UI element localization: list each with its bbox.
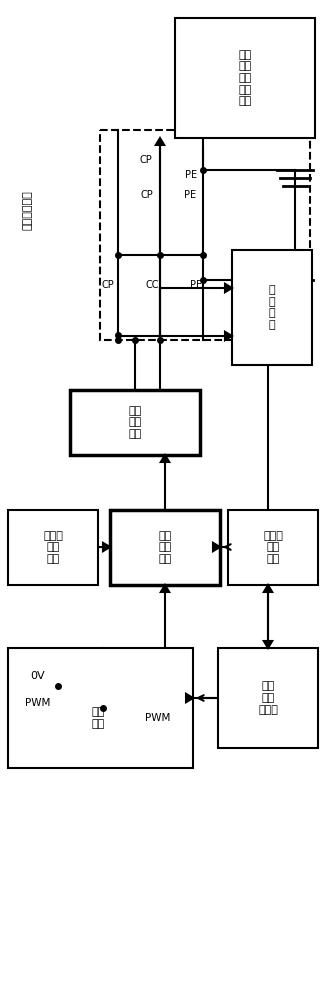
Text: PE: PE [184, 190, 196, 200]
Text: PWM: PWM [145, 713, 171, 723]
Text: 调整
模块: 调整 模块 [91, 707, 105, 729]
Text: PE: PE [190, 280, 202, 290]
Text: CP: CP [139, 155, 152, 165]
Bar [175, 18, 315, 138]
Text: CC: CC [145, 280, 159, 290]
Polygon shape [264, 641, 272, 648]
Text: CP: CP [102, 280, 114, 290]
Bar [218, 648, 318, 748]
Bar [8, 510, 98, 585]
Text: PE: PE [185, 170, 197, 180]
Polygon shape [186, 694, 193, 702]
Bar [232, 250, 312, 365]
Text: 充电
导引
控制器: 充电 导引 控制器 [258, 681, 278, 715]
Polygon shape [225, 284, 232, 292]
Text: 负电压
参考
模块: 负电压 参考 模块 [263, 531, 283, 564]
Text: 0V: 0V [31, 671, 45, 681]
Bar [70, 390, 200, 455]
Bar [8, 648, 193, 768]
Polygon shape [161, 455, 169, 462]
Text: CP: CP [140, 190, 153, 200]
Polygon shape [161, 585, 169, 592]
Text: 电平
转换
模块: 电平 转换 模块 [158, 531, 172, 564]
Polygon shape [225, 332, 232, 340]
Polygon shape [264, 585, 272, 592]
Polygon shape [213, 543, 220, 551]
Text: 电动
汽车
充电
控制
设备: 电动 汽车 充电 控制 设备 [239, 50, 252, 106]
Text: PWM: PWM [25, 698, 51, 708]
Bar [110, 510, 220, 585]
Polygon shape [156, 138, 164, 145]
Polygon shape [103, 543, 110, 551]
Bar [100, 130, 310, 340]
Bar [228, 510, 318, 585]
Text: 跟随
输出
模块: 跟随 输出 模块 [128, 406, 141, 439]
Text: 正电压
参考
模块: 正电压 参考 模块 [43, 531, 63, 564]
Text: 检
测
模
块: 检 测 模 块 [269, 285, 275, 330]
Text: 供电处充接口: 供电处充接口 [23, 190, 33, 230]
